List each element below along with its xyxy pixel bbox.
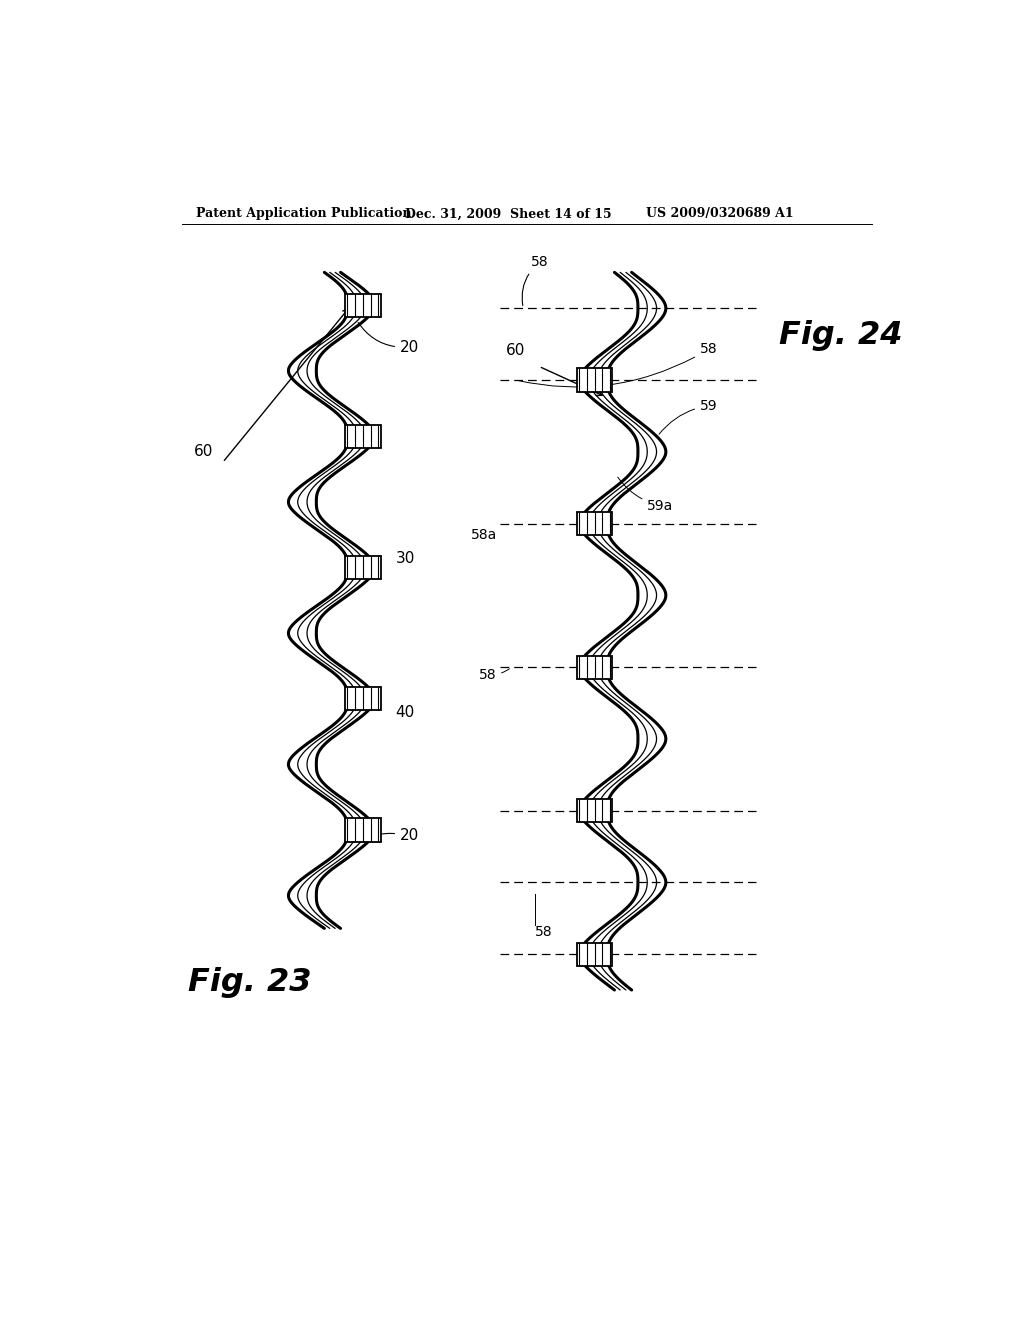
Bar — [345, 425, 381, 447]
Text: 40: 40 — [395, 705, 415, 721]
Bar — [345, 818, 381, 842]
Bar — [345, 556, 381, 579]
Text: 60: 60 — [194, 444, 213, 458]
Text: US 2009/0320689 A1: US 2009/0320689 A1 — [646, 207, 794, 220]
Text: 58a: 58a — [471, 528, 498, 543]
Text: Dec. 31, 2009  Sheet 14 of 15: Dec. 31, 2009 Sheet 14 of 15 — [406, 207, 612, 220]
Text: 58: 58 — [518, 342, 718, 387]
Text: Patent Application Publication: Patent Application Publication — [197, 207, 412, 220]
Text: 59a: 59a — [617, 477, 674, 512]
Bar — [345, 688, 381, 710]
Bar — [577, 656, 612, 678]
Text: Fig. 23: Fig. 23 — [188, 966, 312, 998]
Bar — [577, 368, 612, 392]
Text: 20: 20 — [358, 322, 419, 355]
Text: 60: 60 — [506, 343, 525, 359]
Text: 20: 20 — [353, 829, 419, 843]
Bar — [577, 942, 612, 966]
Bar — [577, 512, 612, 535]
Text: 59: 59 — [659, 399, 718, 434]
Text: 58: 58 — [522, 255, 549, 305]
Text: Fig. 24: Fig. 24 — [779, 319, 902, 351]
Text: 58: 58 — [478, 668, 509, 681]
Bar — [577, 799, 612, 822]
Text: 30: 30 — [395, 552, 415, 566]
Text: 58: 58 — [535, 925, 553, 940]
Bar — [345, 293, 381, 317]
